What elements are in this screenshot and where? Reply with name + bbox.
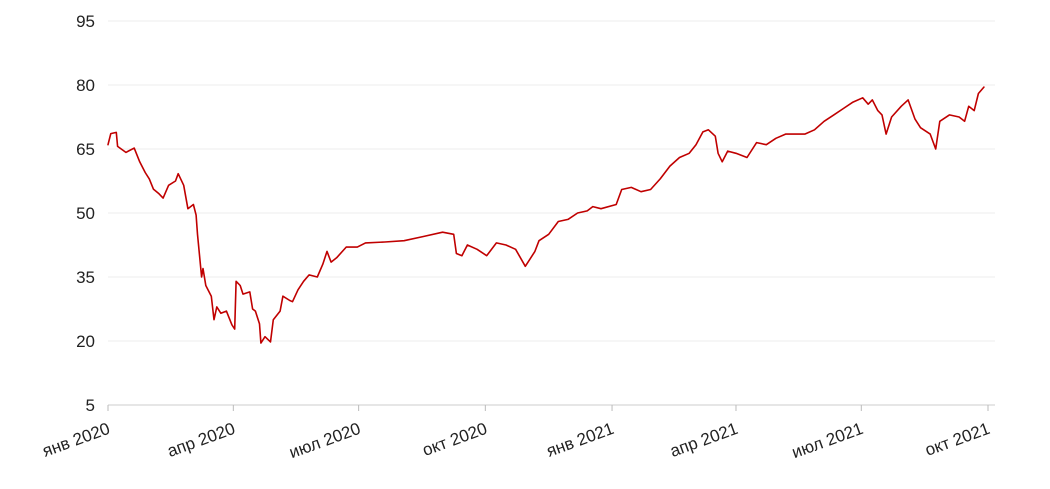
y-tick-label: 80	[76, 76, 95, 95]
y-axis: 95 80 65 50 35 20 5	[76, 12, 95, 415]
y-tick-label: 95	[76, 12, 95, 31]
x-tick-label: июл 2020	[287, 419, 363, 462]
x-axis: янв 2020 апр 2020 июл 2020 окт 2020 янв 2021…	[40, 404, 995, 462]
x-tick-label: июл 2021	[789, 419, 865, 462]
x-tick-label: янв 2021	[544, 419, 616, 461]
y-tick-label: 5	[86, 396, 95, 415]
y-tick-label: 20	[76, 332, 95, 351]
y-tick-label: 65	[76, 140, 95, 159]
y-tick-label: 35	[76, 268, 95, 287]
x-tick-label: апр 2021	[667, 419, 740, 461]
x-tick-label: апр 2020	[165, 419, 238, 461]
series-layer	[107, 86, 985, 344]
series-line	[107, 86, 985, 344]
grid-lines	[108, 20, 995, 342]
x-tick-label: янв 2020	[40, 419, 112, 461]
x-tick-label: окт 2020	[420, 419, 490, 460]
x-tick-label: окт 2021	[923, 419, 993, 460]
y-tick-label: 50	[76, 204, 95, 223]
